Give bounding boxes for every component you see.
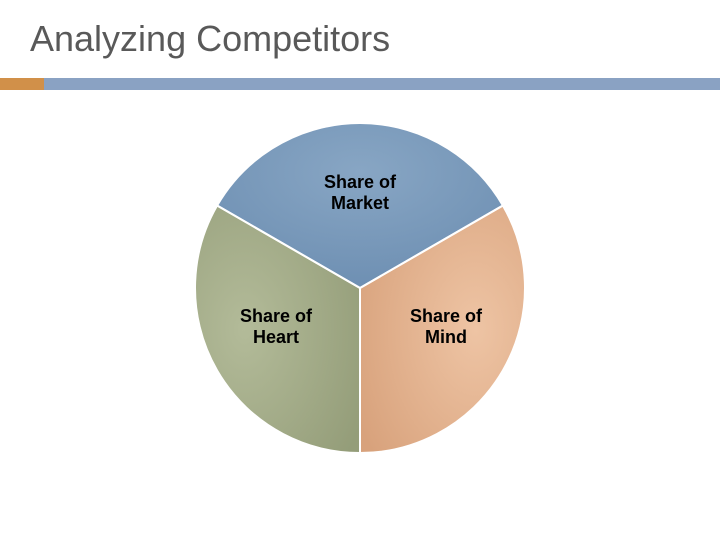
pie-chart-svg (190, 118, 530, 458)
page-title: Analyzing Competitors (30, 18, 390, 60)
accent-bar-segment-a (0, 78, 44, 90)
slide: Analyzing Competitors (0, 0, 720, 540)
accent-bar-segment-b (44, 78, 720, 90)
pie-chart: Share of Market Share of Mind Share of H… (190, 118, 530, 458)
accent-bar (0, 78, 720, 90)
